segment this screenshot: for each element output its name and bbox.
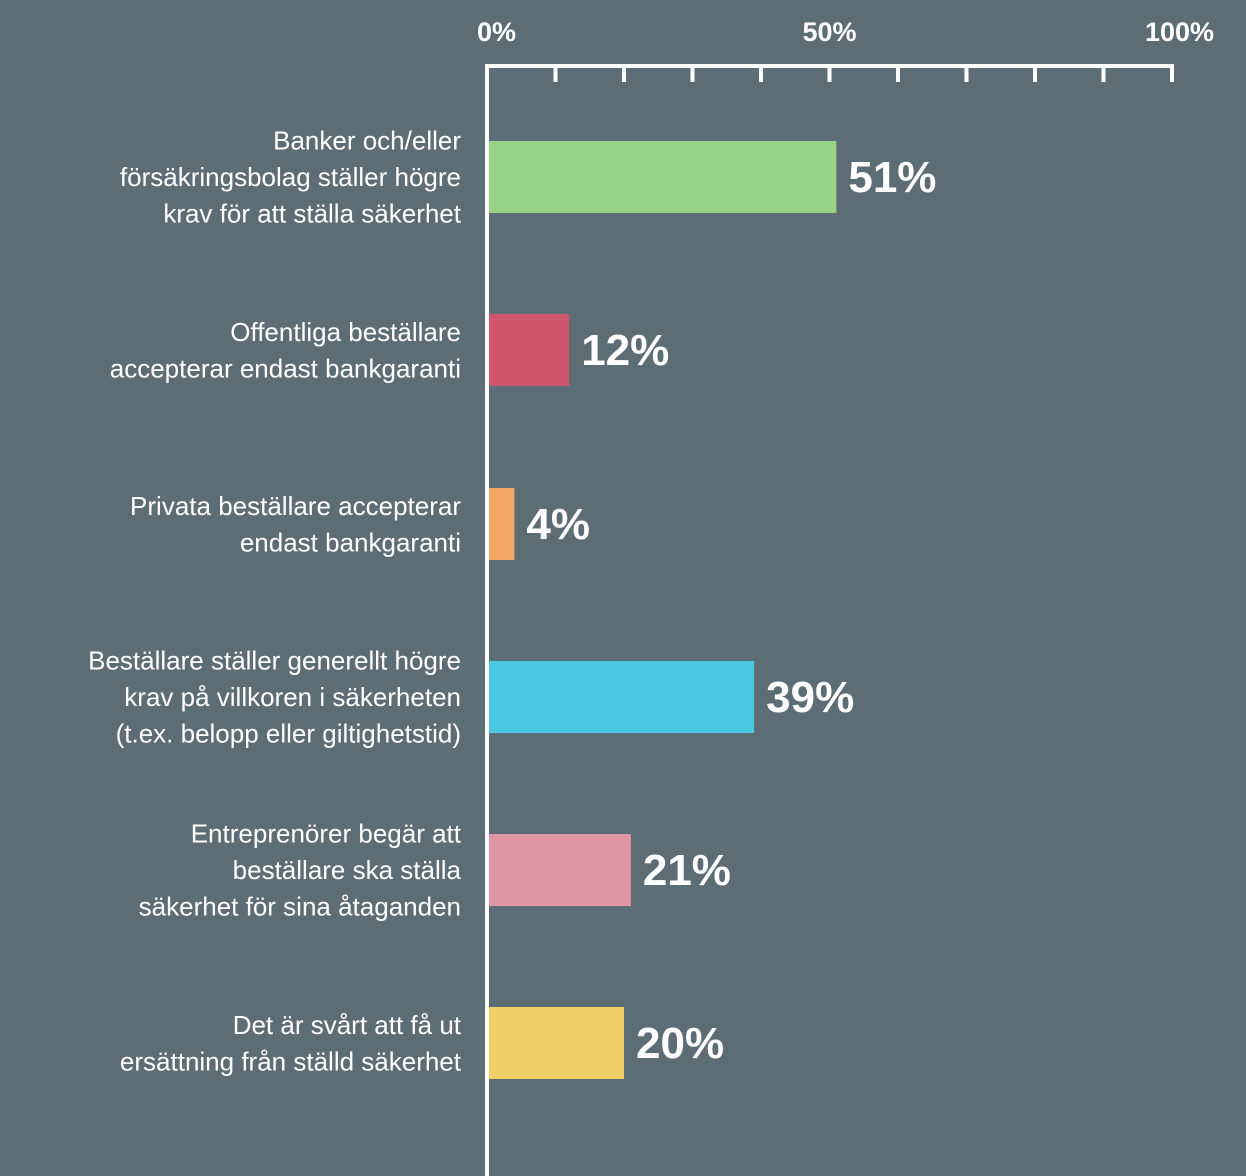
category-label: beställare ska ställa [233, 855, 462, 885]
bar-value-label: 21% [643, 846, 731, 895]
category-label: Banker och/eller [273, 126, 461, 156]
category-label: Det är svårt att få ut [233, 1010, 462, 1040]
bar [489, 661, 755, 733]
category-label: (t.ex. belopp eller giltighetstid) [116, 719, 461, 749]
category-label: endast bankgaranti [240, 527, 461, 557]
bar [489, 141, 837, 213]
category-label: krav för att ställa säkerhet [163, 199, 461, 229]
bar [489, 488, 515, 560]
x-tick-label: 100% [1145, 17, 1214, 47]
bar [489, 314, 570, 386]
x-tick-label: 0% [477, 17, 516, 47]
bar [489, 834, 631, 906]
category-label: Entreprenörer begär att [191, 819, 462, 849]
category-label: Offentliga beställare [230, 317, 461, 347]
bar [489, 1007, 624, 1079]
x-tick-label: 50% [802, 17, 856, 47]
bar-value-label: 39% [766, 673, 854, 722]
category-label: försäkringsbolag ställer högre [120, 162, 461, 192]
bar-value-label: 20% [636, 1019, 724, 1068]
bar-value-label: 51% [848, 153, 936, 202]
category-label: Beställare ställer generellt högre [88, 646, 461, 676]
bar-value-label: 12% [581, 326, 669, 375]
bar-value-label: 4% [526, 500, 590, 549]
category-label: krav på villkoren i säkerheten [124, 682, 461, 712]
category-label: Privata beställare accepterar [130, 491, 461, 521]
category-label: säkerhet för sina åtaganden [139, 892, 461, 922]
category-label: ersättning från ställd säkerhet [120, 1046, 462, 1076]
category-label: accepterar endast bankgaranti [110, 353, 461, 383]
